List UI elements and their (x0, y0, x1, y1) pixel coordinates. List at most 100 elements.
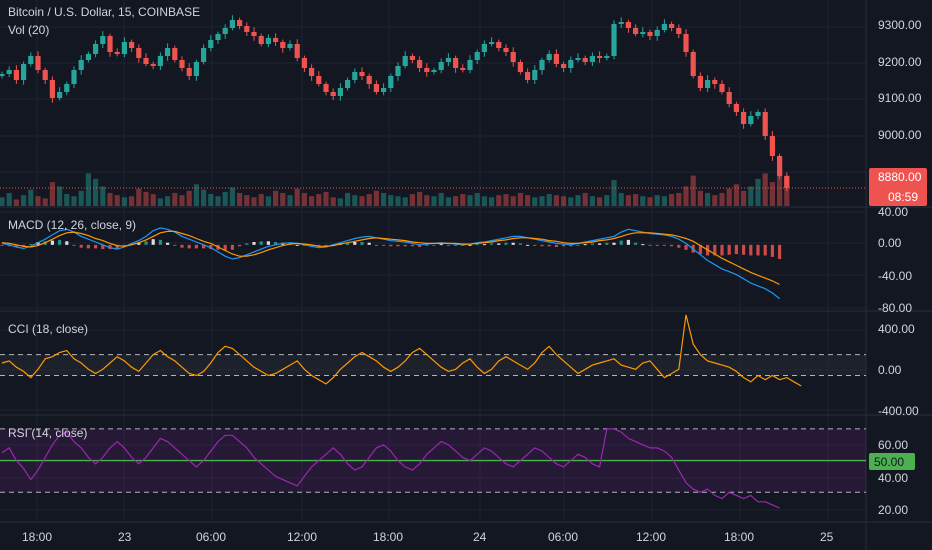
macd-histogram-bar (598, 243, 602, 245)
volume-bar (78, 190, 84, 206)
candle-body (143, 58, 149, 64)
volume-bar (352, 195, 358, 206)
time-tick-label: 12:00 (636, 530, 667, 544)
volume-bar (179, 195, 185, 206)
candle-body (575, 58, 581, 60)
volume-bar (186, 190, 192, 206)
candle-body (697, 76, 703, 88)
macd-histogram-bar (590, 243, 594, 245)
candle-body (136, 48, 142, 58)
candle-body (85, 54, 91, 60)
cci-tick-label: 0.00 (878, 363, 902, 377)
macd-histogram-bar (677, 244, 681, 248)
candle-body (539, 60, 545, 70)
volume-bar (294, 188, 300, 206)
candle-body (525, 72, 531, 80)
macd-histogram-bar (101, 244, 105, 250)
volume-bar (309, 196, 315, 206)
macd-histogram-bar (763, 244, 767, 256)
volume-bar (409, 194, 415, 206)
price-tick-label: 9200.00 (878, 55, 922, 69)
signal-line (1, 230, 780, 286)
macd-histogram-bar (310, 244, 314, 247)
volume-bar (93, 178, 99, 206)
macd-histogram-bar (612, 242, 616, 245)
macd-histogram-bar (151, 239, 155, 245)
candle-body (57, 92, 63, 98)
macd-histogram-bar (130, 243, 134, 245)
macd-histogram-bar (187, 244, 191, 249)
time-tick-label: 18:00 (373, 530, 404, 544)
volume-bar (618, 192, 624, 206)
macd-histogram-bar (79, 244, 83, 248)
candle-body (690, 52, 696, 76)
macd-histogram-bar (65, 241, 69, 245)
candle-body (13, 70, 19, 80)
volume-bar (640, 196, 646, 206)
volume-bar (733, 184, 739, 206)
volume-bar (280, 192, 286, 206)
volume-bar (546, 194, 552, 206)
volume-bar (438, 192, 444, 206)
volume-bar (445, 197, 451, 206)
macd-histogram-bar (238, 244, 242, 247)
candle-body (337, 88, 343, 96)
macd-histogram-bar (634, 242, 638, 245)
volume-bar (697, 190, 703, 206)
volume-bar (57, 186, 63, 206)
candle-body (741, 112, 747, 124)
candle-body (201, 48, 207, 62)
macd-histogram-bar (166, 242, 170, 245)
macd-histogram-bar (274, 242, 278, 245)
macd-histogram-bar (504, 242, 508, 245)
volume-bar (114, 195, 120, 206)
macd-histogram-bar (742, 244, 746, 255)
volume-bar (0, 197, 5, 206)
candle-body (647, 32, 653, 36)
volume-bar (201, 189, 207, 206)
candle-body (625, 22, 631, 28)
volume-bar (6, 192, 12, 206)
candle-body (114, 52, 120, 54)
macd-histogram-bar (29, 244, 33, 246)
volume-bar (28, 189, 34, 206)
volume-bar (705, 192, 711, 206)
candle-body (546, 54, 552, 60)
candle-body (222, 28, 228, 34)
volume-bar (345, 192, 351, 206)
candle-body (769, 136, 775, 156)
volume-bar (316, 194, 322, 206)
macd-histogram-bar (317, 244, 321, 247)
macd-histogram-bar (50, 240, 54, 245)
volume-bar (525, 195, 531, 206)
price-tick-label: 9100.00 (878, 91, 922, 105)
volume-bar (762, 173, 768, 206)
macd-histogram-bar (619, 240, 623, 245)
volume-bar (21, 195, 27, 206)
volume-bar (121, 197, 127, 206)
macd-histogram-bar (36, 242, 40, 245)
macd-histogram-bar (403, 244, 407, 247)
macd-histogram-bar (583, 244, 587, 246)
macd-histogram-bar (778, 244, 782, 259)
candle-body (712, 80, 718, 84)
macd-histogram-bar (418, 244, 422, 247)
volume-bar (215, 196, 221, 206)
macd-histogram-bar (547, 244, 551, 247)
volume-bar (359, 196, 365, 206)
volume-bar (553, 195, 559, 206)
time-tick-label: 12:00 (287, 530, 318, 544)
volume-bar (496, 195, 502, 206)
macd-histogram-bar (425, 244, 429, 246)
macd-tick-label: 0.00 (878, 236, 902, 250)
macd-histogram-bar (698, 244, 702, 255)
macd-histogram-bar (374, 244, 378, 246)
volume-bar (265, 196, 271, 206)
volume-bar (71, 196, 77, 206)
volume-bar (669, 194, 675, 206)
volume-bar (597, 197, 603, 206)
macd-histogram-bar (367, 242, 371, 245)
volume-bar (582, 192, 588, 206)
